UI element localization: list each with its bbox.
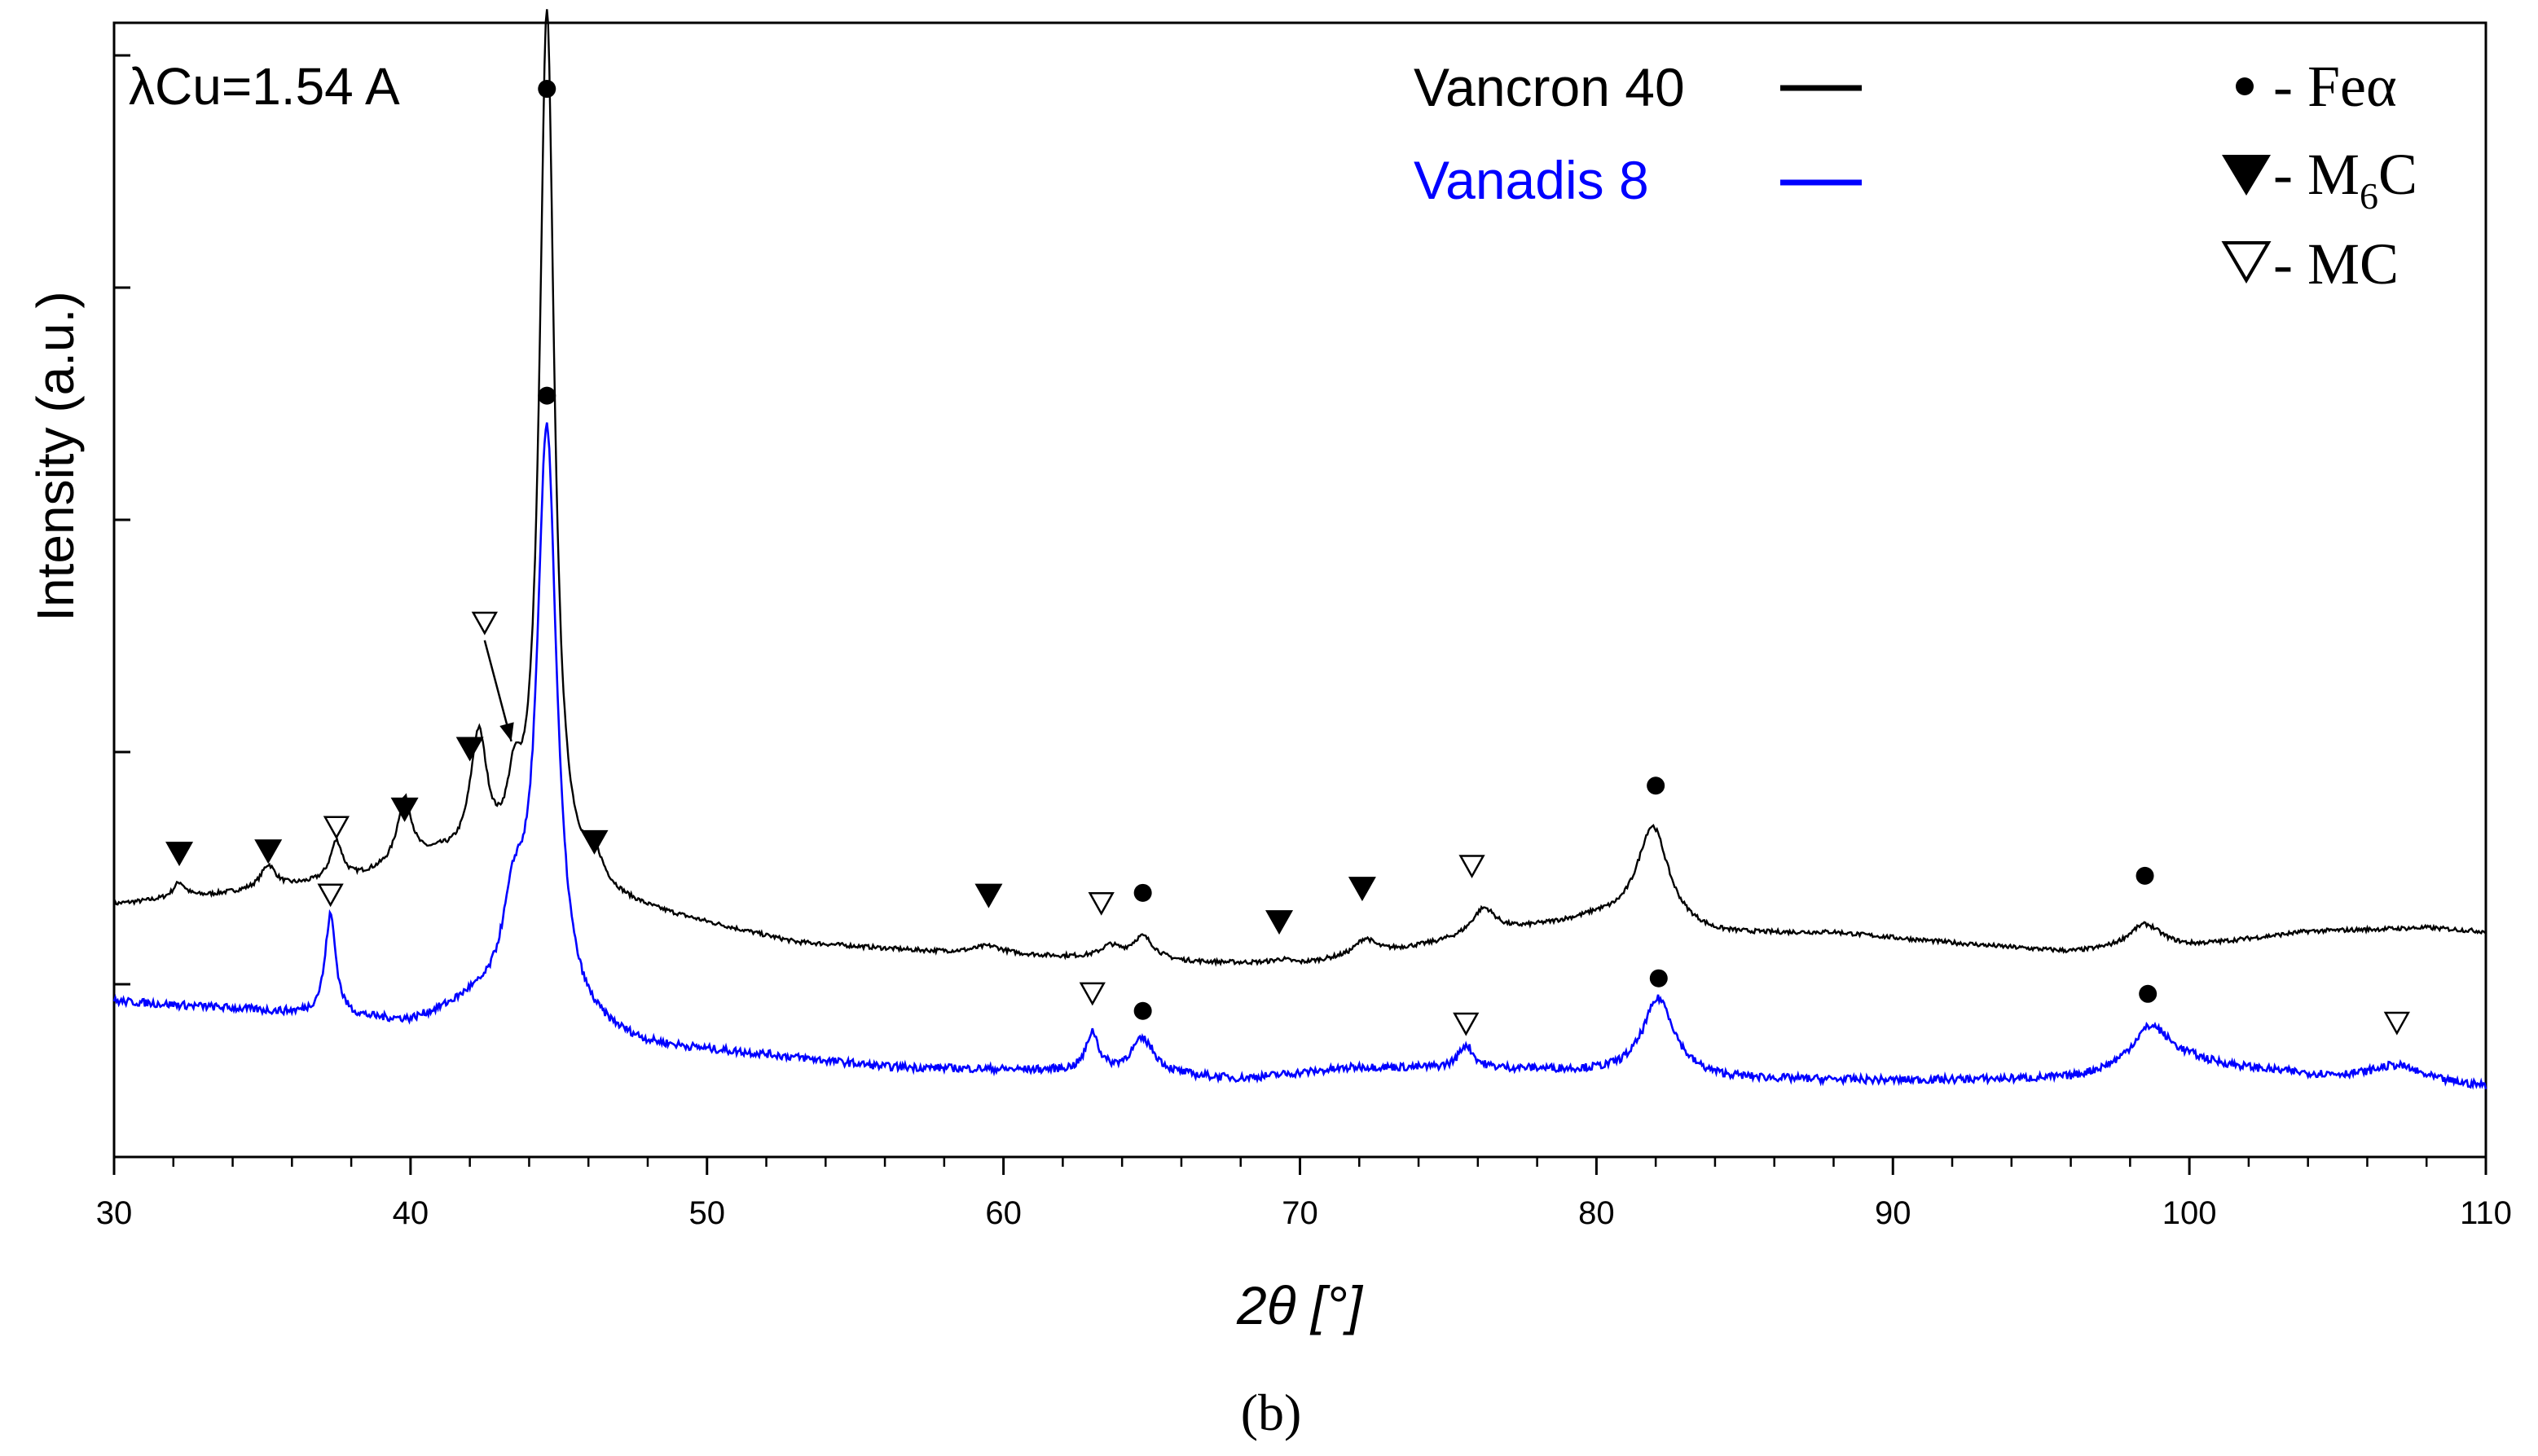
m6c-marker [974, 883, 1003, 908]
fe-alpha-circle-icon [2236, 77, 2254, 95]
fe-alpha-marker [1133, 883, 1152, 902]
x-tick-label: 40 [393, 1195, 429, 1231]
m6c-marker [254, 839, 283, 864]
x-tick-label: 110 [2460, 1195, 2512, 1231]
annotation-arrow-head [499, 722, 514, 741]
fe-alpha-marker [1647, 776, 1665, 795]
mc-marker [323, 816, 350, 840]
fe-alpha-marker [538, 80, 556, 99]
x-tick-label: 90 [1875, 1195, 1911, 1231]
x-tick-label: 50 [689, 1195, 726, 1231]
legend-label-vancron: Vancron 40 [1414, 57, 1685, 117]
axis-ticks: 30 40 50 60 70 80 90 100 110 [96, 54, 2512, 1231]
fe-alpha-marker [2139, 984, 2158, 1003]
mc-marker [317, 883, 344, 908]
m6c-filled-triangle-icon [2222, 155, 2271, 196]
series-layer [112, 9, 2487, 1090]
m6c-marker [390, 797, 419, 822]
mc-marker [1079, 982, 1106, 1006]
m6c-marker [165, 842, 194, 867]
panel-label: (b) [1241, 1383, 1302, 1441]
x-tick-label: 100 [2162, 1195, 2217, 1231]
m6c-marker [1265, 910, 1294, 935]
y-axis-label: Intensity (a.u.) [26, 291, 85, 622]
fe-alpha-marker [538, 386, 556, 405]
m6c-marker [1348, 877, 1376, 902]
x-tick-label: 70 [1282, 1195, 1318, 1231]
m6c-marker [455, 737, 484, 762]
phase-legend-m6c: - M6C [2273, 142, 2417, 217]
x-axis-label: 2θ [°] [1236, 1275, 1364, 1335]
wavelength-label: λCu=1.54 A [129, 57, 400, 116]
mc-marker [1458, 855, 1485, 879]
phase-annotations [165, 80, 2410, 1036]
mc-marker [471, 611, 498, 636]
fe-alpha-marker [1649, 969, 1668, 988]
phase-legend-mc: - MC [2273, 231, 2399, 297]
mc-marker [1453, 1012, 1480, 1036]
mc-marker [2383, 1011, 2410, 1036]
x-tick-label: 60 [985, 1195, 1022, 1231]
m6c-marker [580, 829, 609, 855]
phase-legend-fe: - Feα [2273, 54, 2397, 119]
series-line-vanadis-8 [112, 422, 2487, 1090]
fe-alpha-marker [2136, 866, 2154, 885]
series-legend: Vancron 40 Vanadis 8 [1414, 57, 1862, 210]
fe-alpha-marker [1133, 1001, 1152, 1020]
legend-label-vanadis: Vanadis 8 [1414, 150, 1649, 210]
x-tick-label: 80 [1578, 1195, 1615, 1231]
series-line-vancron-40 [112, 9, 2487, 967]
mc-marker [1088, 891, 1115, 916]
phase-legend: - Feα - M6C - MC [2221, 54, 2417, 297]
x-tick-label: 30 [96, 1195, 133, 1231]
mc-open-triangle-icon [2221, 241, 2272, 284]
